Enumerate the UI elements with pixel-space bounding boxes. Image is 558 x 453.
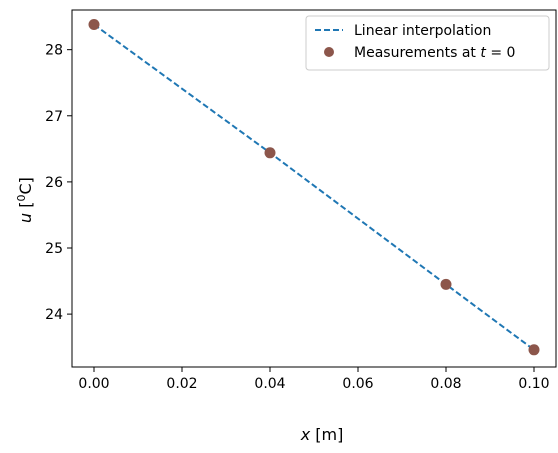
y-tick-label: 25 bbox=[45, 241, 63, 257]
x-tick-label: 0.04 bbox=[254, 376, 285, 392]
y-tick-label: 24 bbox=[45, 307, 63, 323]
legend-label-measurements: Measurements at t = 0 bbox=[354, 45, 515, 61]
legend-box bbox=[305, 15, 550, 71]
x-tick-label: 0.00 bbox=[78, 376, 109, 392]
series-layer bbox=[88, 19, 540, 356]
y-axis-label: u [0C] bbox=[15, 177, 35, 223]
legend-label-linear-interpolation: Linear interpolation bbox=[354, 23, 491, 39]
x-axis-ticks: 0.00 0.02 0.04 0.06 0.08 0.10 bbox=[78, 367, 550, 392]
legend: Linear interpolation Measurements at t =… bbox=[305, 15, 550, 71]
measurement-point bbox=[264, 147, 276, 159]
x-axis-label: x [m] bbox=[300, 425, 344, 444]
x-tick-label: 0.10 bbox=[518, 376, 549, 392]
x-tick-label: 0.02 bbox=[166, 376, 197, 392]
y-axis-ticks: 24 25 26 27 28 bbox=[45, 43, 72, 323]
measurement-point bbox=[88, 19, 100, 31]
measurement-point bbox=[440, 278, 452, 290]
series-line-linear-interpolation bbox=[93, 23, 535, 351]
y-tick-label: 26 bbox=[45, 175, 63, 191]
x-tick-label: 0.06 bbox=[342, 376, 373, 392]
legend-swatch-measurements bbox=[324, 47, 334, 57]
x-tick-label: 0.08 bbox=[430, 376, 461, 392]
y-tick-label: 28 bbox=[45, 43, 63, 59]
measurement-point bbox=[528, 344, 540, 356]
plot-frame bbox=[71, 9, 557, 368]
y-tick-label: 27 bbox=[45, 109, 63, 125]
